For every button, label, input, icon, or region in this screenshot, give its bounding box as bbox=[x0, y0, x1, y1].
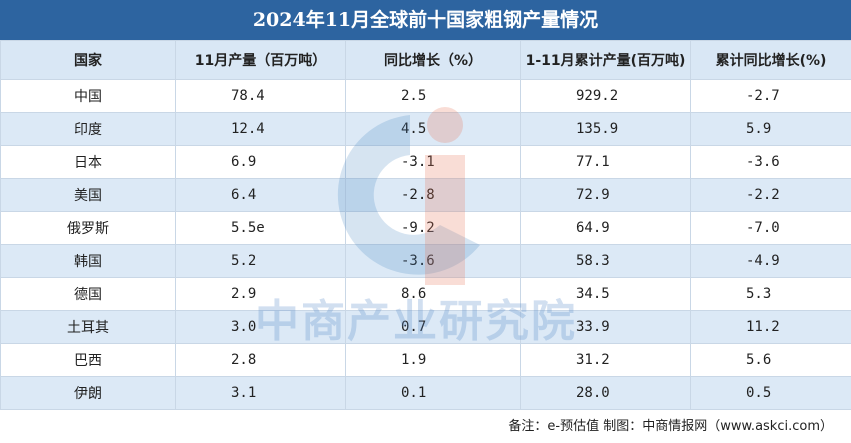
table-row: 德国 2.9 8.6 34.5 5.3 bbox=[0, 277, 851, 311]
table-cell: 0.7 bbox=[345, 310, 521, 344]
table-row: 俄罗斯 5.5e -9.2 64.9 -7.0 bbox=[0, 211, 851, 245]
table-row: 伊朗 3.1 0.1 28.0 0.5 bbox=[0, 376, 851, 410]
table-cell: 3.1 bbox=[175, 376, 346, 410]
table-cell: 72.9 bbox=[520, 178, 691, 212]
table-row: 韩国 5.2 -3.6 58.3 -4.9 bbox=[0, 244, 851, 278]
table-cell: 印度 bbox=[0, 112, 176, 146]
table-cell: 2.9 bbox=[175, 277, 346, 311]
header-cell: 国家 bbox=[0, 40, 176, 80]
table-cell: 土耳其 bbox=[0, 310, 176, 344]
table-cell: -3.1 bbox=[345, 145, 521, 179]
table-cell: 8.6 bbox=[345, 277, 521, 311]
header-cell: 同比增长（%） bbox=[345, 40, 521, 80]
table-cell: 中国 bbox=[0, 79, 176, 113]
table-cell: -2.2 bbox=[690, 178, 851, 212]
table-cell: -9.2 bbox=[345, 211, 521, 245]
table-body: 中国 78.4 2.5 929.2 -2.7 印度 12.4 4.5 135.9 5.9 日本 6.9… bbox=[0, 79, 851, 410]
footer-note: 备注：e-预估值 制图：中商情报网（www.askci.com） bbox=[508, 419, 833, 434]
table-row: 巴西 2.8 1.9 31.2 5.6 bbox=[0, 343, 851, 377]
table-cell: 929.2 bbox=[520, 79, 691, 113]
table-cell: 1.9 bbox=[345, 343, 521, 377]
table-cell: 64.9 bbox=[520, 211, 691, 245]
table-row: 日本 6.9 -3.1 77.1 -3.6 bbox=[0, 145, 851, 179]
table-cell: 美国 bbox=[0, 178, 176, 212]
table-row: 中国 78.4 2.5 929.2 -2.7 bbox=[0, 79, 851, 113]
table-cell: 11.2 bbox=[690, 310, 851, 344]
table-cell: 2.5 bbox=[345, 79, 521, 113]
table-cell: 0.1 bbox=[345, 376, 521, 410]
table-cell: 12.4 bbox=[175, 112, 346, 146]
header-cell: 累计同比增长(%) bbox=[690, 40, 851, 80]
table-cell: 6.9 bbox=[175, 145, 346, 179]
table-row: 美国 6.4 -2.8 72.9 -2.2 bbox=[0, 178, 851, 212]
header-row: 国家 11月产量（百万吨） 同比增长（%） 1-11月累计产量(百万吨) 累计同比增长(… bbox=[0, 40, 851, 80]
table-cell: 5.6 bbox=[690, 343, 851, 377]
header-cell: 1-11月累计产量(百万吨) bbox=[520, 40, 691, 80]
table-cell: 德国 bbox=[0, 277, 176, 311]
table-cell: 俄罗斯 bbox=[0, 211, 176, 245]
table-cell: 33.9 bbox=[520, 310, 691, 344]
table-cell: 日本 bbox=[0, 145, 176, 179]
table-cell: 77.1 bbox=[520, 145, 691, 179]
table-cell: 5.2 bbox=[175, 244, 346, 278]
table-cell: 0.5 bbox=[690, 376, 851, 410]
table-cell: 5.9 bbox=[690, 112, 851, 146]
table-cell: 伊朗 bbox=[0, 376, 176, 410]
table-cell: 韩国 bbox=[0, 244, 176, 278]
table-cell: 4.5 bbox=[345, 112, 521, 146]
table: 国家 11月产量（百万吨） 同比增长（%） 1-11月累计产量(百万吨) 累计同比增长(… bbox=[0, 40, 851, 410]
table-cell: 135.9 bbox=[520, 112, 691, 146]
header-cell: 11月产量（百万吨） bbox=[175, 40, 346, 80]
table-cell: 5.3 bbox=[690, 277, 851, 311]
title: 2024年11月全球前十国家粗钢产量情况 bbox=[0, 0, 851, 40]
table-cell: 31.2 bbox=[520, 343, 691, 377]
table-cell: 2.8 bbox=[175, 343, 346, 377]
table-cell: 巴西 bbox=[0, 343, 176, 377]
table-cell: -2.7 bbox=[690, 79, 851, 113]
table-cell: 5.5e bbox=[175, 211, 346, 245]
table-cell: -7.0 bbox=[690, 211, 851, 245]
table-cell: -2.8 bbox=[345, 178, 521, 212]
table-cell: 6.4 bbox=[175, 178, 346, 212]
table-cell: 78.4 bbox=[175, 79, 346, 113]
table-cell: 58.3 bbox=[520, 244, 691, 278]
table-row: 印度 12.4 4.5 135.9 5.9 bbox=[0, 112, 851, 146]
table-cell: 34.5 bbox=[520, 277, 691, 311]
table-row: 土耳其 3.0 0.7 33.9 11.2 bbox=[0, 310, 851, 344]
table-cell: 3.0 bbox=[175, 310, 346, 344]
table-cell: -3.6 bbox=[690, 145, 851, 179]
table-cell: 28.0 bbox=[520, 376, 691, 410]
table-cell: -4.9 bbox=[690, 244, 851, 278]
table-cell: -3.6 bbox=[345, 244, 521, 278]
